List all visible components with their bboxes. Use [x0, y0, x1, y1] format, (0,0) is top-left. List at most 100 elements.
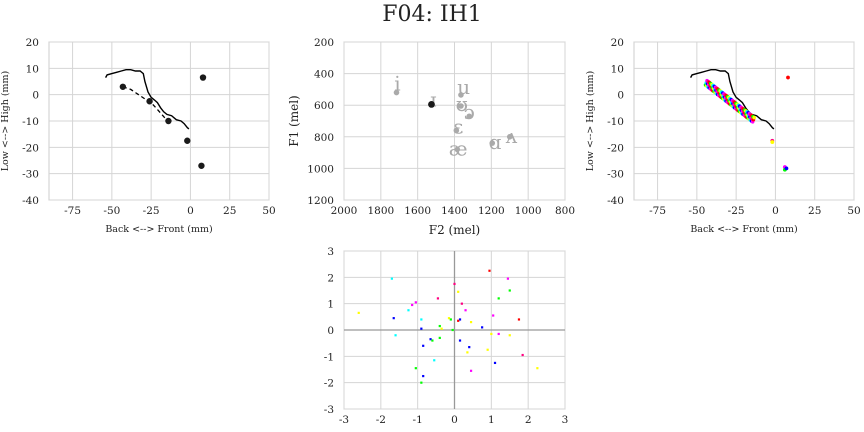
scatter-point [420, 381, 423, 384]
y-tick-label: 1200 [307, 195, 334, 207]
vowel-label: ɪ [430, 87, 436, 111]
scatter-point [449, 318, 452, 321]
x-tick-label: 1 [488, 414, 495, 426]
y-tick-label: 1 [327, 299, 334, 311]
y-tick-label: -1 [324, 351, 334, 363]
x-tick-label: 800 [555, 205, 575, 217]
x-tick-label: 50 [847, 205, 860, 217]
sensor-point [198, 162, 205, 169]
scatter-point [433, 359, 436, 362]
scatter-point [464, 309, 467, 312]
vowel-point [458, 92, 464, 98]
vowel-label: i [394, 72, 400, 96]
vowel-point [506, 134, 513, 140]
vowel-label: æ [449, 136, 468, 160]
x-tick-label: -1 [413, 414, 423, 426]
y-tick-label: 400 [314, 69, 334, 81]
vowel-label: ɑ [489, 130, 502, 154]
scatter-point [506, 277, 510, 280]
sensor-point [146, 98, 153, 105]
x-tick-label: -75 [649, 205, 666, 217]
y-tick-label: 200 [314, 37, 334, 49]
scatter-point [497, 332, 500, 336]
y-tick-label: 0 [327, 325, 334, 337]
scatter-point [440, 327, 443, 330]
sensor-point [770, 140, 775, 144]
tongue-contour-line [104, 68, 190, 130]
y-tick-label: 0 [617, 90, 624, 102]
scatter-point [438, 336, 441, 339]
scatter-point [411, 303, 414, 307]
trajectory-dashed-line [122, 86, 169, 122]
vowel-label: ɔ [464, 100, 475, 124]
scatter-point [493, 361, 497, 365]
x-tick-label: 25 [808, 205, 821, 217]
scatter-point [481, 326, 484, 329]
vowel-point [393, 89, 400, 96]
vowel-label: ʊ [456, 92, 468, 116]
y-tick-label: 3 [327, 246, 334, 258]
scatter-point [458, 318, 462, 321]
y-tick-label: 2 [327, 272, 334, 284]
scatter-point [508, 334, 511, 337]
scatter-point [357, 311, 360, 314]
scatter-point [422, 374, 425, 378]
scatter-point [407, 309, 410, 312]
x-tick-label: 1800 [367, 205, 394, 217]
sensor-point [784, 166, 789, 171]
x-tick-label: -25 [143, 205, 160, 217]
tongue-contour-line [689, 68, 775, 130]
y-tick-label: 10 [611, 63, 624, 75]
sensor-point [199, 74, 207, 81]
vowel-label: ɛ [453, 114, 463, 138]
scatter-point [390, 277, 393, 280]
scatter-point [422, 344, 425, 347]
x-tick-label: 3 [562, 414, 569, 426]
x-tick-label: -3 [339, 414, 349, 426]
y-axis-label: F1 (mel) [287, 95, 301, 146]
vowel-point [454, 146, 461, 153]
scatter-point [457, 319, 460, 322]
trajectory-point [752, 115, 756, 120]
scatter-point [497, 297, 500, 300]
current-vowel-point [428, 101, 435, 108]
figure-title: F04: IH1 [382, 2, 482, 27]
x-tick-label: 0 [451, 414, 458, 426]
y-tick-label: -40 [22, 195, 39, 207]
scatter-point [420, 318, 423, 321]
scatter-point [436, 297, 440, 300]
scatter-point [392, 317, 395, 320]
x-axis-label: F2 (mel) [429, 223, 480, 237]
scatter-point [429, 338, 432, 341]
scatter-point [469, 369, 473, 372]
vowel-point [489, 140, 496, 146]
y-tick-label: -3 [324, 404, 334, 416]
panel-articulatory-left: -75 -50 -25 0 25 50 -40 -30 -20 -10 0 10 20 Back <-->… [0, 37, 276, 235]
x-tick-label: 1000 [515, 205, 542, 217]
y-tick-label: -10 [607, 116, 624, 128]
y-tick-label: 20 [611, 37, 624, 49]
y-tick-label: -30 [607, 169, 624, 181]
scatter-point [457, 290, 460, 293]
sensor-point [786, 75, 790, 80]
scatter-point [453, 282, 456, 286]
x-tick-label: 1400 [441, 205, 468, 217]
panel-articulatory-right: -75 -50 -25 0 25 50 -40 -30 -20 -10 0 10 20 Back <-->… [585, 37, 861, 235]
scatter-point [451, 328, 454, 332]
panel-scatter-bottom: -3 -2 -1 0 1 2 3 -3 -2 -1 0 1 2 3 [324, 246, 569, 426]
x-tick-label: -25 [728, 205, 745, 217]
scatter-point [469, 321, 473, 324]
y-tick-label: 800 [314, 132, 334, 144]
scatter-point [420, 327, 423, 330]
scatter-point [414, 367, 417, 370]
y-tick-label: 600 [314, 100, 334, 112]
scatter-point [460, 302, 463, 305]
y-tick-label: -40 [607, 195, 624, 207]
scatter-point [458, 339, 462, 342]
y-axis-label: Low <--> High (mm) [0, 71, 11, 172]
x-tick-label: 2 [525, 414, 532, 426]
sensor-point [184, 137, 191, 144]
scatter-point [438, 324, 441, 328]
x-tick-label: 1600 [404, 205, 431, 217]
